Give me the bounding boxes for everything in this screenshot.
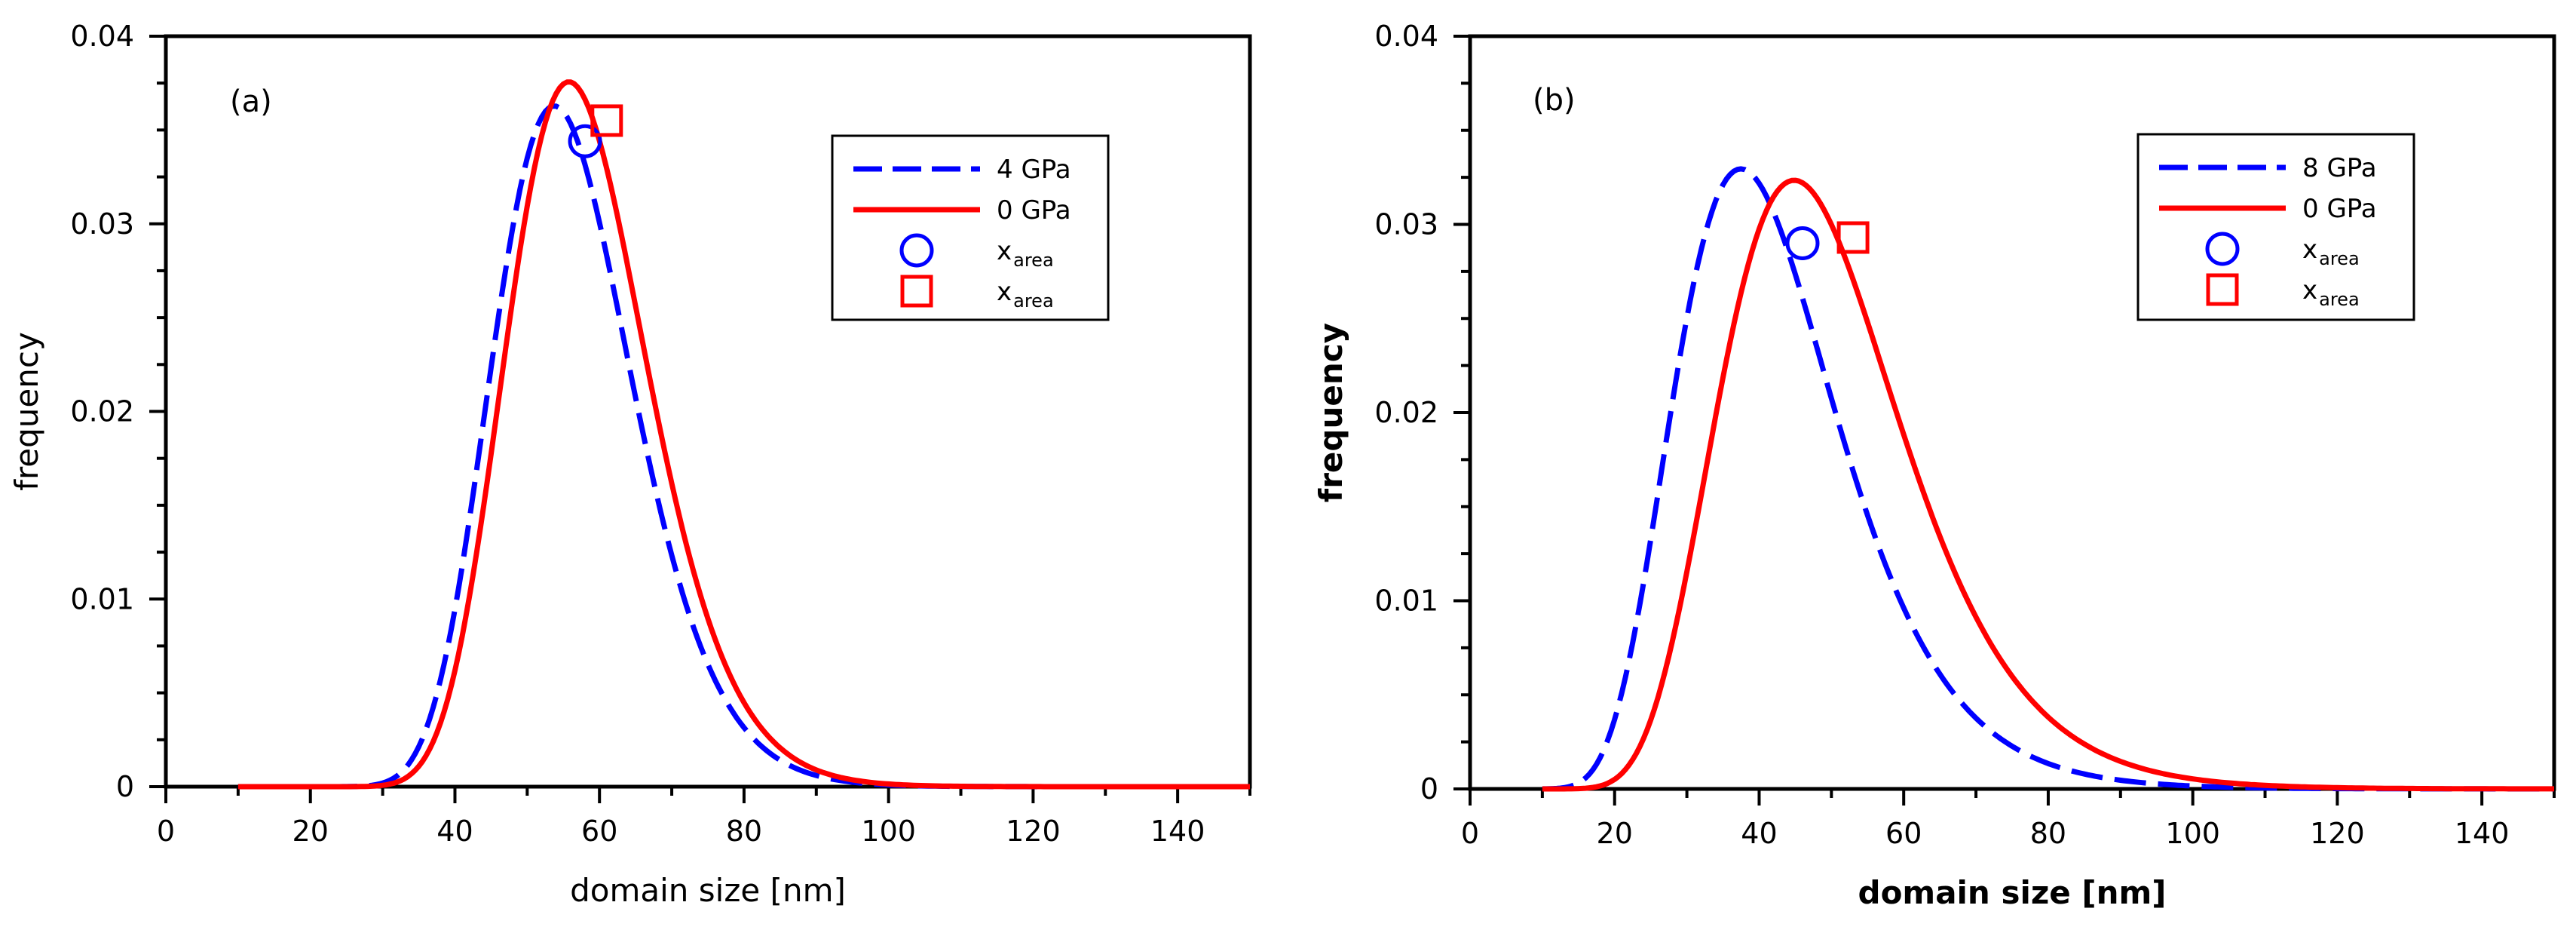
legend-label-main: 4 GPa xyxy=(997,155,1071,185)
legend-label-main: 0 GPa xyxy=(997,195,1071,226)
y-tick-label: 0.03 xyxy=(70,207,134,241)
legend-label-subscript: area xyxy=(1013,290,1054,311)
chart-panel-b: 0 20 40 60 80 100 120 140 0 0.01 0.02 0.03 0.04 domai… xyxy=(1313,20,2556,911)
x-tick-label: 80 xyxy=(726,815,762,848)
series-line-4-gpa xyxy=(237,103,1250,790)
legend-label: 4 GPa xyxy=(997,155,1071,185)
legend-label: xarea xyxy=(997,277,1054,311)
x-tick-label: 40 xyxy=(436,815,473,848)
legend-swatch-circle xyxy=(899,233,934,268)
marker-x-area-0gpa xyxy=(590,104,623,137)
y-tick-label: 0.01 xyxy=(70,582,134,615)
legend-label-main: x xyxy=(2302,275,2317,305)
legend-label-main: x xyxy=(997,236,1012,266)
y-tick-label: 0.01 xyxy=(1374,585,1438,618)
legend-label-subscript: area xyxy=(2319,248,2360,269)
y-axis-title: frequency xyxy=(1313,323,1349,502)
marker-x-area-0gpa xyxy=(1836,221,1870,254)
legend-label: 0 GPa xyxy=(997,195,1071,226)
y-tick-label: 0 xyxy=(116,770,134,803)
legend-label-subscript: area xyxy=(2319,289,2360,310)
panel-label: (b) xyxy=(1533,83,1576,118)
legend-swatch-square xyxy=(2206,273,2239,306)
panel-label: (a) xyxy=(230,84,272,119)
legend-label: 8 GPa xyxy=(2302,153,2377,183)
legend-label: 0 GPa xyxy=(2302,194,2377,224)
x-tick-label: 140 xyxy=(2455,817,2510,850)
x-tick-label: 0 xyxy=(157,815,175,848)
legend-label-main: x xyxy=(2302,235,2317,265)
x-tick-label: 100 xyxy=(861,815,916,848)
x-tick-label: 20 xyxy=(293,815,329,848)
x-tick-label: 140 xyxy=(1150,815,1205,848)
x-axis-title: domain size [nm] xyxy=(570,872,846,909)
legend-swatch-square xyxy=(900,275,933,308)
x-tick-label: 100 xyxy=(2165,817,2220,850)
legend-label: xarea xyxy=(2302,275,2360,310)
x-tick-label: 60 xyxy=(1885,817,1922,850)
marker-x-area-8gpa xyxy=(1785,226,1820,260)
x-tick-label: 120 xyxy=(2310,817,2365,850)
y-tick-label: 0.03 xyxy=(1374,208,1438,241)
y-tick-label: 0.02 xyxy=(1374,396,1438,429)
y-tick-label: 0.02 xyxy=(70,395,134,428)
x-tick-label: 120 xyxy=(1006,815,1061,848)
legend-label: xarea xyxy=(2302,235,2360,269)
y-axis-title: frequency xyxy=(8,332,45,491)
legend-swatch-circle xyxy=(2205,232,2240,266)
legend-label: xarea xyxy=(997,236,1054,271)
legend-label-main: 8 GPa xyxy=(2302,153,2377,183)
x-tick-label: 20 xyxy=(1597,817,1633,850)
x-tick-label: 60 xyxy=(581,815,617,848)
x-tick-label: 0 xyxy=(1461,817,1479,850)
chart-panel-a: 0 20 40 60 80 100 120 140 0 0.01 0.02 0.03 0.04 domai… xyxy=(8,20,1252,909)
y-tick-label: 0.04 xyxy=(1374,20,1438,53)
y-tick-label: 0.04 xyxy=(70,20,134,53)
series-line-0-gpa xyxy=(237,79,1250,790)
x-tick-label: 40 xyxy=(1741,817,1777,850)
legend-label-subscript: area xyxy=(1013,250,1054,271)
y-tick-label: 0 xyxy=(1420,772,1438,806)
legend-label-main: x xyxy=(997,277,1012,307)
marker-x-area-4gpa xyxy=(568,124,602,158)
series-line-0-gpa xyxy=(1542,177,2554,792)
x-axis-title: domain size [nm] xyxy=(1858,874,2167,911)
legend-label-main: 0 GPa xyxy=(2302,194,2377,224)
x-tick-label: 80 xyxy=(2030,817,2066,850)
